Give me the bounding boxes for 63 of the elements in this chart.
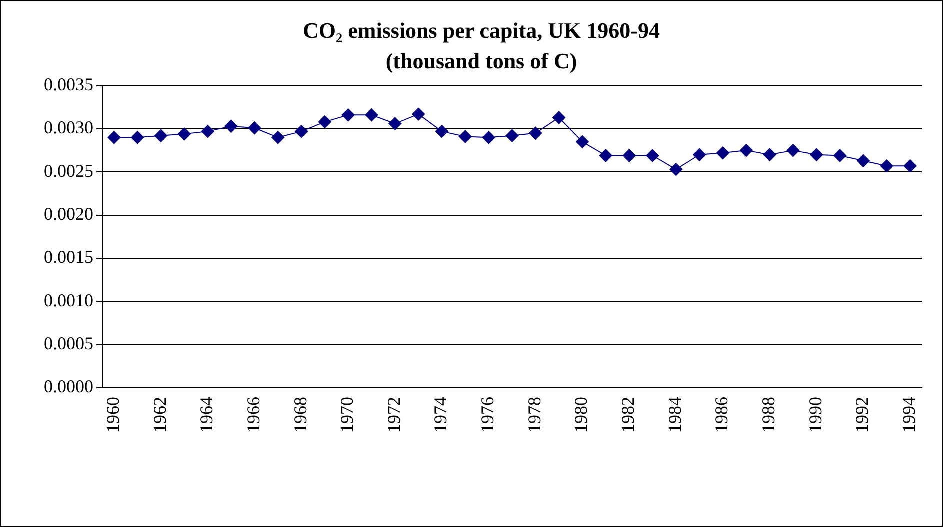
point <box>740 144 753 158</box>
point <box>131 131 144 144</box>
point <box>904 160 917 173</box>
point <box>670 163 683 176</box>
point <box>154 129 168 142</box>
x-tick-label: 1994 <box>899 397 920 433</box>
y-tick-label: 0.0015 <box>44 247 94 268</box>
point <box>763 148 776 162</box>
x-tick-label: 1964 <box>196 397 217 433</box>
y-tick-label: 0.0020 <box>44 204 94 224</box>
x-tick-label: 1970 <box>337 397 358 433</box>
point <box>365 108 378 122</box>
x-tick-label: 1984 <box>664 397 685 433</box>
point <box>646 149 660 162</box>
point <box>272 131 285 144</box>
point <box>388 117 402 130</box>
point <box>458 130 472 144</box>
x-tick-label: 1960 <box>102 397 123 433</box>
x-tick-label: 1976 <box>478 397 498 433</box>
x-tick-label: 1982 <box>618 397 638 433</box>
point <box>880 160 894 173</box>
point <box>786 144 800 158</box>
point <box>201 125 214 138</box>
point <box>178 128 191 141</box>
point <box>810 148 824 162</box>
point <box>716 146 730 160</box>
chart-subtitle: (thousand tons of C) <box>386 48 578 74</box>
point <box>318 116 332 129</box>
y-tick-label: 0.0000 <box>44 376 94 397</box>
point <box>412 108 426 121</box>
x-tick-label: 1986 <box>712 397 732 433</box>
point <box>576 135 589 148</box>
point <box>693 148 706 162</box>
point <box>224 120 238 133</box>
point <box>552 111 566 124</box>
point <box>108 131 121 144</box>
x-tick-label: 1992 <box>852 397 872 433</box>
point <box>248 122 262 135</box>
x-tick-label: 1972 <box>384 397 404 433</box>
y-tick-label: 0.0025 <box>44 160 94 181</box>
x-tick-label: 1968 <box>290 397 310 433</box>
x-tick-label: 1962 <box>150 397 170 433</box>
y-tick-label: 0.0035 <box>44 74 94 95</box>
point <box>436 125 449 138</box>
point <box>482 131 496 144</box>
x-tick-label: 1980 <box>571 397 592 433</box>
chart-title: CO₂ emissions per capita, UK 1960-94 <box>303 18 660 43</box>
y-tick-label: 0.0030 <box>44 118 94 138</box>
point <box>506 129 519 142</box>
point <box>856 154 870 168</box>
x-tick-label: 1966 <box>243 397 264 433</box>
x-tick-label: 1988 <box>758 397 779 433</box>
point <box>529 126 542 140</box>
y-tick-label: 0.0005 <box>44 334 94 354</box>
point <box>622 149 636 162</box>
point <box>295 125 308 138</box>
point <box>342 108 355 122</box>
point <box>599 149 612 162</box>
x-tick-label: 1990 <box>805 397 826 433</box>
x-tick-label: 1974 <box>430 397 451 433</box>
y-tick-label: 0.0010 <box>44 290 94 310</box>
point <box>834 149 847 162</box>
x-tick-label: 1978 <box>524 397 544 433</box>
